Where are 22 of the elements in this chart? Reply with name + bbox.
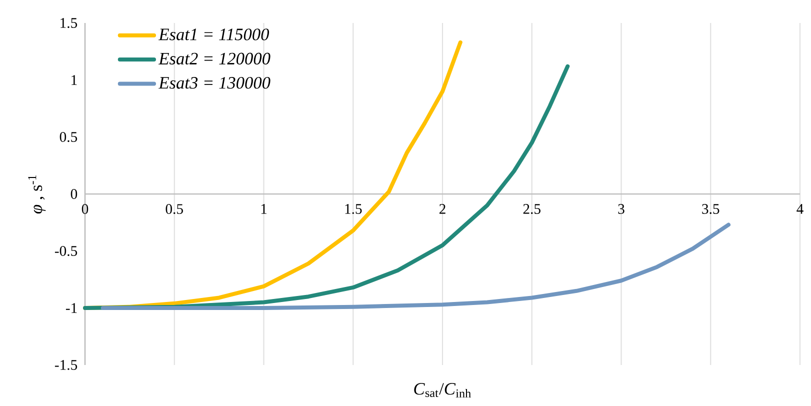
x-tick-label: 2.5 — [523, 204, 540, 214]
y-tick-label: -1 — [66, 303, 77, 313]
x-tick-label: 0.5 — [166, 204, 183, 214]
legend-label: Esat1 = 115000 — [158, 28, 270, 40]
y-tick-label: 1.5 — [60, 18, 78, 28]
x-tick-label: 3.5 — [702, 204, 720, 214]
y-tick-label: -1.5 — [54, 360, 78, 370]
x-tick-label: 4 — [796, 204, 804, 214]
y-tick-label: 0 — [70, 189, 78, 199]
y-tick-label: 0.5 — [60, 132, 78, 142]
x-tick-label: 0 — [82, 204, 88, 214]
legend-label: Esat3 = 130000 — [158, 76, 270, 89]
x-tick-label: 1 — [261, 204, 267, 214]
x-tick-label: 2 — [439, 204, 446, 214]
legend-label: Esat2 = 120000 — [158, 52, 270, 65]
x-axis-title: C$_{sat}$/C$_{inh}$ — [414, 383, 471, 398]
y-axis-title: φ , s$^{-1}$ — [28, 175, 46, 214]
y-tick-label: 1 — [72, 75, 77, 85]
line-series — [100, 222, 730, 310]
x-tick-label: 1.5 — [345, 204, 362, 214]
y-tick-label: -0.5 — [54, 246, 78, 256]
x-tick-label: 3 — [618, 204, 624, 214]
